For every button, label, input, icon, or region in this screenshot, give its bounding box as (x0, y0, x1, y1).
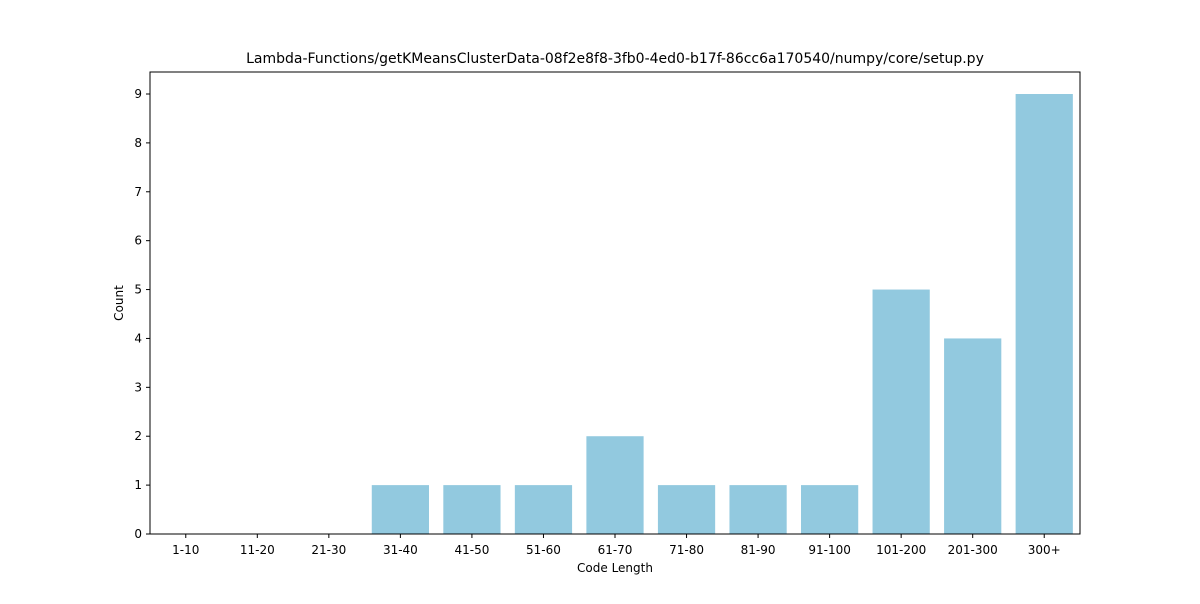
x-axis-label: Code Length (577, 561, 653, 575)
bar-61-70 (586, 436, 644, 534)
x-axis-ticks: 1-10 11-20 21-30 31-40 41-50 51-60 61-70 71-80 8… (172, 534, 1061, 557)
x-tick-label: 41-50 (454, 543, 489, 557)
y-tick-label: 4 (134, 331, 142, 345)
x-tick-label: 1-10 (172, 543, 199, 557)
x-tick-label: 31-40 (383, 543, 418, 557)
x-tick-label: 21-30 (311, 543, 346, 557)
bar-101-200 (872, 289, 930, 534)
bar-51-60 (514, 485, 573, 534)
bar-81-90 (729, 485, 787, 534)
x-tick-label: 71-80 (669, 543, 704, 557)
x-tick-label: 300+ (1028, 543, 1061, 557)
x-tick-label: 201-300 (948, 543, 998, 557)
bar-71-80 (657, 485, 716, 534)
y-tick-label: 3 (134, 380, 142, 394)
bars-group (371, 94, 1073, 534)
x-tick-label: 11-20 (240, 543, 275, 557)
x-tick-label: 101-200 (876, 543, 926, 557)
x-tick-label: 91-100 (808, 543, 851, 557)
y-tick-label: 0 (134, 527, 142, 541)
x-tick-label: 81-90 (741, 543, 776, 557)
y-tick-label: 8 (134, 136, 142, 150)
bar-91-100 (801, 485, 859, 534)
y-axis-ticks: 0 1 2 3 4 5 6 7 8 9 (134, 87, 150, 541)
y-tick-label: 1 (134, 478, 142, 492)
y-axis-label: Count (112, 285, 126, 321)
y-tick-label: 6 (134, 234, 142, 248)
chart-title: Lambda-Functions/getKMeansClusterData-08… (246, 51, 984, 67)
bar-41-50 (443, 485, 501, 534)
y-tick-label: 7 (134, 185, 142, 199)
x-tick-label: 51-60 (526, 543, 561, 557)
y-tick-label: 5 (134, 283, 142, 297)
bar-31-40 (371, 485, 429, 534)
bar-300+ (1015, 94, 1073, 534)
x-tick-label: 61-70 (598, 543, 633, 557)
bar-201-300 (944, 338, 1002, 534)
y-tick-label: 2 (134, 429, 142, 443)
y-tick-label: 9 (134, 87, 142, 101)
plot-frame (149, 71, 1081, 535)
